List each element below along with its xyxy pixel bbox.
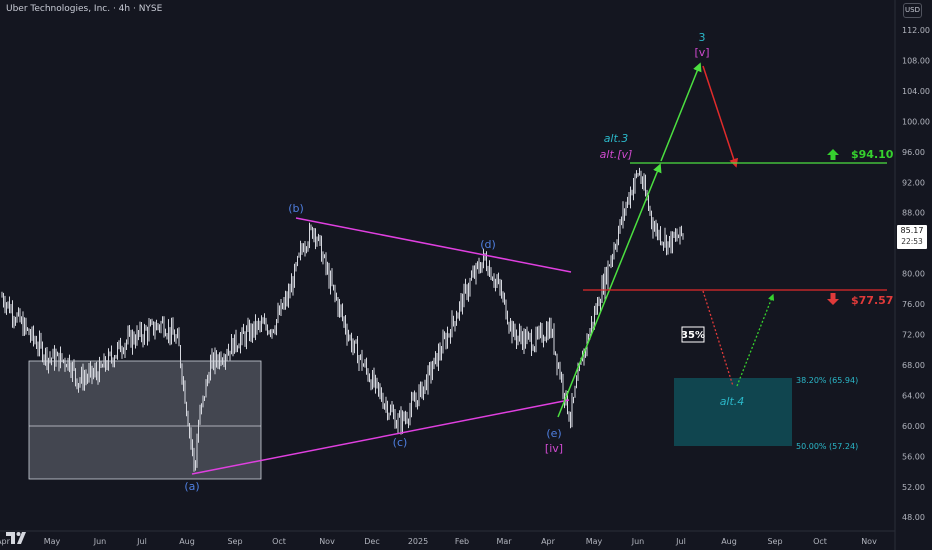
range-box bbox=[28, 360, 262, 480]
y-tick-label: 48.00 bbox=[902, 513, 925, 522]
x-tick-label: Jul bbox=[136, 537, 147, 546]
triangle-lower-line bbox=[191, 399, 570, 475]
x-tick-label: Aug bbox=[721, 537, 737, 546]
y-tick-label: 76.00 bbox=[902, 300, 925, 309]
wave-label-iv: [iv] bbox=[545, 442, 563, 455]
price-bars bbox=[1, 167, 684, 472]
x-tick-label: Apr bbox=[541, 537, 556, 546]
last-price-badge: 85.17 22:53 bbox=[897, 225, 927, 249]
up-arrow-icon bbox=[827, 149, 839, 160]
wave-label-b: (b) bbox=[288, 202, 304, 215]
wave-label-altv: alt.[v] bbox=[600, 148, 633, 161]
down-arrow-icon bbox=[827, 293, 839, 305]
x-tick-label: May bbox=[44, 537, 61, 546]
fib-382-label: 38.20% (65.94) bbox=[796, 376, 858, 385]
probability-box bbox=[681, 326, 705, 343]
y-tick-label: 68.00 bbox=[902, 361, 925, 370]
fib-target-zone bbox=[674, 378, 792, 446]
alt-rally-dotted bbox=[736, 293, 775, 387]
x-tick-label: Feb bbox=[455, 537, 469, 546]
x-tick-label: Dec bbox=[364, 537, 379, 546]
wave-label-e: (e) bbox=[546, 427, 561, 440]
last-price-value: 85.17 bbox=[900, 226, 924, 235]
x-tick-label: May bbox=[586, 537, 603, 546]
impulse-arrow-1 bbox=[557, 163, 662, 418]
y-tick-label: 56.00 bbox=[902, 452, 925, 461]
y-tick-label: 108.00 bbox=[902, 56, 930, 65]
x-tick-label: Apr bbox=[0, 537, 11, 546]
level-upper-label: $94.10 bbox=[851, 148, 894, 161]
y-tick-label: 112.00 bbox=[902, 26, 930, 35]
fib-500-label: 50.00% (57.24) bbox=[796, 442, 858, 451]
wave-label-d: (d) bbox=[480, 238, 496, 251]
y-tick-label: 72.00 bbox=[902, 331, 925, 340]
y-tick-label: 60.00 bbox=[902, 422, 925, 431]
y-tick-label: 88.00 bbox=[902, 209, 925, 218]
x-tick-label: Aug bbox=[179, 537, 195, 546]
y-tick-label: 64.00 bbox=[902, 391, 925, 400]
bar-countdown: 22:53 bbox=[901, 237, 923, 246]
y-tick-label: 100.00 bbox=[902, 117, 930, 126]
y-tick-label: 92.00 bbox=[902, 178, 925, 187]
x-tick-label: Jun bbox=[631, 537, 645, 546]
x-tick-label: Nov bbox=[319, 537, 335, 546]
x-tick-label: Jun bbox=[93, 537, 107, 546]
wave-label-a: (a) bbox=[184, 480, 199, 493]
x-tick-label: 2025 bbox=[408, 537, 428, 546]
wave-label-alt4: alt.4 bbox=[720, 395, 745, 408]
wave-label-c: (c) bbox=[393, 436, 408, 449]
x-tick-label: Mar bbox=[496, 537, 512, 546]
x-tick-label: Sep bbox=[227, 537, 242, 546]
level-lower-label: $77.57 bbox=[851, 294, 893, 307]
y-tick-label: 104.00 bbox=[902, 87, 930, 96]
impulse-arrow-2 bbox=[660, 62, 702, 162]
wave-label-alt3: alt.3 bbox=[604, 132, 629, 145]
tradingview-logo-icon[interactable] bbox=[4, 528, 28, 548]
ticker-title: Uber Technologies, Inc. · 4h · NYSE bbox=[6, 4, 163, 14]
x-tick-label: Jul bbox=[675, 537, 686, 546]
price-axis[interactable]: 48.00 52.00 56.00 60.00 64.00 68.00 72.00 76.00… bbox=[902, 26, 930, 522]
y-tick-label: 52.00 bbox=[902, 483, 925, 492]
time-axis[interactable]: Apr May Jun Jul Aug Sep Oct Nov Dec 2025 Feb Mar Apr… bbox=[0, 537, 877, 546]
y-tick-label: 80.00 bbox=[902, 270, 925, 279]
triangle-upper-line bbox=[295, 217, 572, 273]
x-tick-label: Sep bbox=[767, 537, 782, 546]
wave-label-3: 3 bbox=[699, 31, 706, 44]
correction-arrow bbox=[702, 65, 739, 168]
currency-button[interactable]: USD bbox=[903, 3, 922, 18]
y-tick-label: 96.00 bbox=[902, 148, 925, 157]
probability-label: 35% bbox=[681, 330, 705, 341]
x-tick-label: Oct bbox=[272, 537, 286, 546]
alt-correction-dotted bbox=[702, 290, 734, 387]
x-tick-label: Oct bbox=[813, 537, 827, 546]
x-tick-label: Nov bbox=[861, 537, 877, 546]
wave-label-v: [v] bbox=[694, 46, 709, 59]
